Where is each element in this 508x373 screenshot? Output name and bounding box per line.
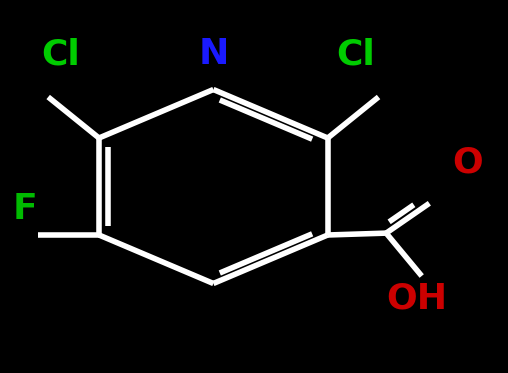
Text: N: N	[198, 37, 229, 71]
Text: Cl: Cl	[336, 37, 375, 71]
Text: OH: OH	[386, 281, 447, 316]
Text: Cl: Cl	[42, 37, 80, 71]
Text: O: O	[452, 145, 483, 179]
Text: F: F	[13, 192, 38, 226]
